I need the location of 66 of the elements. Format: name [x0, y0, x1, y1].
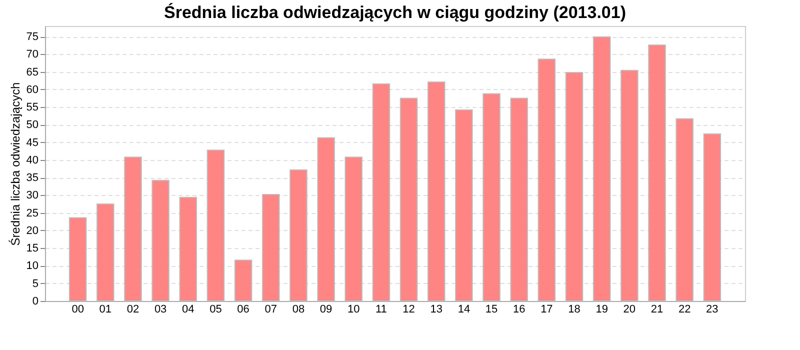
x-tick-label: 21 — [650, 304, 664, 316]
y-tick-label: 30 — [26, 190, 38, 202]
x-tick-label: 16 — [512, 304, 526, 316]
x-tick-label: 08 — [292, 304, 305, 316]
bar — [648, 44, 666, 302]
x-tick-label: 15 — [485, 304, 498, 316]
x-tick-label: 17 — [540, 304, 553, 316]
y-tick-label: 5 — [32, 278, 38, 290]
bar — [372, 83, 390, 302]
x-tick-label: 01 — [99, 304, 112, 316]
bar — [179, 196, 198, 302]
y-tick-label: 25 — [26, 207, 38, 220]
y-tick-label: 60 — [26, 84, 38, 96]
x-tick-label: 23 — [706, 304, 718, 316]
x-tick-label: 19 — [596, 304, 608, 316]
bar — [206, 150, 225, 302]
x-tick-label: 07 — [264, 304, 278, 316]
bar — [455, 109, 473, 302]
x-tick-label: 20 — [623, 304, 636, 316]
y-tick-label: 0 — [32, 296, 38, 308]
x-tick-label: 03 — [154, 304, 167, 316]
x-tick-label: 06 — [237, 304, 250, 316]
y-tick-label: 20 — [26, 224, 38, 237]
bar — [290, 169, 308, 302]
x-tick-label: 11 — [376, 304, 387, 316]
x-tick-label: 02 — [126, 304, 140, 316]
x-tick-label: 18 — [568, 304, 580, 316]
bar — [592, 36, 611, 302]
x-tick-label: 10 — [348, 304, 360, 316]
bar — [234, 260, 252, 302]
bar — [400, 98, 418, 302]
bar — [703, 133, 722, 302]
x-tick-label: 05 — [210, 304, 222, 316]
y-tick-label: 65 — [26, 66, 38, 78]
bar — [620, 70, 638, 302]
bar — [152, 180, 170, 302]
y-tick-label: 45 — [26, 136, 38, 149]
x-tick-label: 04 — [182, 304, 194, 316]
y-tick-label: 55 — [26, 102, 38, 114]
y-tick-label: 10 — [26, 260, 38, 272]
bar — [565, 72, 584, 302]
x-tick-label: 12 — [402, 304, 415, 316]
y-axis-title: Średnia liczba odwiedzających — [8, 82, 22, 246]
bar — [482, 93, 500, 302]
y-tick-label: 50 — [26, 119, 38, 132]
bar — [676, 118, 694, 302]
y-tick-label: 75 — [26, 31, 38, 44]
y-tick-label: 40 — [26, 154, 38, 166]
y-tick-label: 15 — [26, 242, 38, 255]
x-tick-label: 13 — [430, 304, 442, 316]
bar — [317, 137, 335, 302]
bar — [344, 156, 363, 302]
bar — [124, 156, 142, 302]
chart-title: Średnia liczba odwiedzających w ciągu godziny (2013.01) — [164, 2, 626, 22]
y-tick-label: 70 — [26, 48, 38, 61]
y-tick-label: 35 — [26, 172, 38, 184]
bar — [96, 204, 114, 302]
x-tick-label: 00 — [72, 304, 84, 316]
bar — [538, 58, 556, 302]
bar — [262, 194, 280, 302]
bar — [68, 217, 87, 302]
bar — [510, 98, 528, 302]
bar — [427, 82, 446, 302]
x-tick-label: 14 — [458, 304, 470, 316]
x-tick-label: 22 — [678, 304, 691, 316]
x-tick-label: 09 — [320, 304, 332, 316]
